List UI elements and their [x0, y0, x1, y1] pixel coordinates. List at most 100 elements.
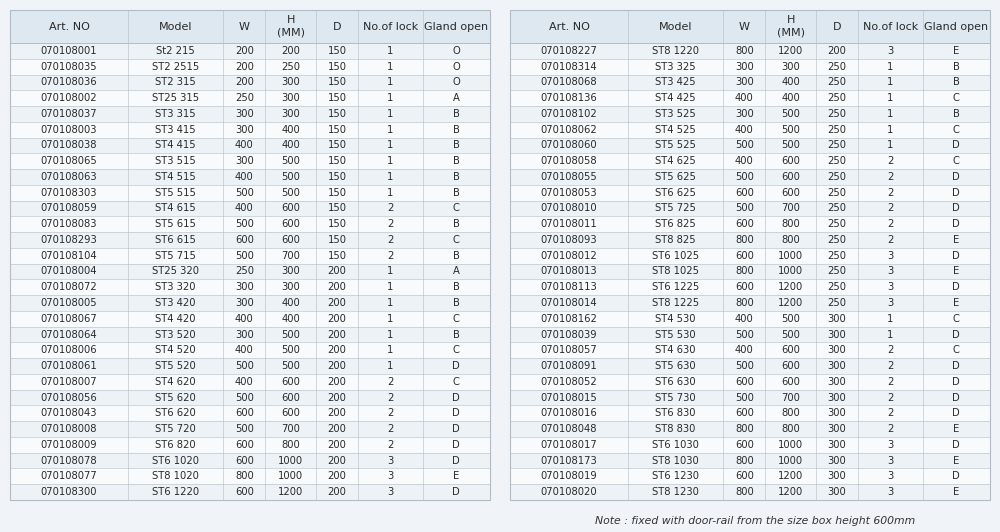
- Text: D: D: [952, 251, 960, 261]
- Text: 600: 600: [281, 219, 300, 229]
- Text: 500: 500: [735, 172, 754, 182]
- Text: 800: 800: [735, 487, 754, 497]
- Text: 300: 300: [735, 77, 754, 87]
- Text: B: B: [453, 156, 460, 166]
- Text: 3: 3: [887, 298, 893, 308]
- Text: D: D: [952, 471, 960, 481]
- Text: 300: 300: [235, 109, 254, 119]
- Text: ST4 415: ST4 415: [155, 140, 196, 151]
- Text: 070108010: 070108010: [541, 203, 597, 213]
- Text: 500: 500: [781, 109, 800, 119]
- Text: D: D: [452, 455, 460, 466]
- Bar: [510, 248, 990, 264]
- Bar: [510, 122, 990, 138]
- Text: 1200: 1200: [778, 46, 803, 56]
- Text: 1: 1: [387, 361, 394, 371]
- Text: 250: 250: [828, 93, 847, 103]
- Text: ST4 515: ST4 515: [155, 172, 196, 182]
- Text: 070108004: 070108004: [41, 267, 97, 277]
- Text: 070108314: 070108314: [541, 62, 597, 72]
- Text: 500: 500: [281, 329, 300, 339]
- Text: 500: 500: [781, 329, 800, 339]
- Text: E: E: [953, 267, 959, 277]
- Text: 250: 250: [828, 267, 847, 277]
- Text: 600: 600: [281, 235, 300, 245]
- Text: 2: 2: [387, 393, 394, 403]
- Text: 1: 1: [387, 329, 394, 339]
- Text: 400: 400: [281, 298, 300, 308]
- Text: ST5 730: ST5 730: [655, 393, 696, 403]
- Text: 300: 300: [235, 329, 254, 339]
- Text: 070108056: 070108056: [41, 393, 97, 403]
- Text: C: C: [453, 377, 460, 387]
- Text: 600: 600: [781, 361, 800, 371]
- Text: ST5 725: ST5 725: [655, 203, 696, 213]
- Text: 150: 150: [328, 235, 347, 245]
- Text: 300: 300: [828, 487, 846, 497]
- Text: 1: 1: [387, 156, 394, 166]
- Text: 2: 2: [387, 251, 394, 261]
- Text: 1: 1: [887, 314, 894, 324]
- Text: 700: 700: [781, 393, 800, 403]
- Text: D: D: [952, 377, 960, 387]
- Text: 070108057: 070108057: [541, 345, 597, 355]
- Text: 1200: 1200: [778, 487, 803, 497]
- Text: 1000: 1000: [778, 440, 803, 450]
- Bar: [510, 153, 990, 169]
- Text: 070108058: 070108058: [541, 156, 597, 166]
- Text: ST5 515: ST5 515: [155, 188, 196, 198]
- Text: 070108113: 070108113: [541, 282, 597, 292]
- Text: 2: 2: [887, 424, 894, 434]
- Text: 250: 250: [828, 156, 847, 166]
- Text: 300: 300: [235, 156, 254, 166]
- Text: 070108077: 070108077: [41, 471, 97, 481]
- Text: 600: 600: [235, 235, 254, 245]
- Text: ST5 525: ST5 525: [655, 140, 696, 151]
- Text: 070108067: 070108067: [41, 314, 97, 324]
- Bar: [10, 232, 490, 248]
- Text: 500: 500: [235, 219, 254, 229]
- Text: B: B: [453, 329, 460, 339]
- Text: 070108043: 070108043: [41, 409, 97, 418]
- Text: 150: 150: [328, 93, 347, 103]
- Bar: [10, 10, 490, 500]
- Text: 300: 300: [828, 345, 846, 355]
- Text: 1: 1: [387, 267, 394, 277]
- Text: D: D: [952, 219, 960, 229]
- Bar: [10, 421, 490, 437]
- Text: B: B: [453, 124, 460, 135]
- Text: ST6 615: ST6 615: [155, 235, 196, 245]
- Bar: [510, 453, 990, 469]
- Text: ST6 630: ST6 630: [655, 377, 696, 387]
- Text: 1: 1: [887, 62, 894, 72]
- Bar: [510, 10, 990, 500]
- Text: 300: 300: [828, 471, 846, 481]
- Text: 150: 150: [328, 109, 347, 119]
- Text: 1: 1: [387, 109, 394, 119]
- Text: Note : fixed with door-rail from the size box height 600mm: Note : fixed with door-rail from the siz…: [595, 516, 915, 526]
- Text: 200: 200: [235, 77, 254, 87]
- Text: 250: 250: [235, 267, 254, 277]
- Text: D: D: [952, 282, 960, 292]
- Text: 1: 1: [887, 329, 894, 339]
- Bar: [10, 138, 490, 153]
- Text: 250: 250: [828, 235, 847, 245]
- Text: 1: 1: [387, 124, 394, 135]
- Text: D: D: [952, 361, 960, 371]
- Text: 250: 250: [828, 109, 847, 119]
- Bar: [10, 10, 490, 43]
- Text: 2: 2: [887, 235, 894, 245]
- Bar: [510, 185, 990, 201]
- Text: H
(MM): H (MM): [277, 15, 305, 38]
- Text: 500: 500: [281, 188, 300, 198]
- Text: 070108017: 070108017: [541, 440, 597, 450]
- Text: 200: 200: [328, 329, 346, 339]
- Text: 070108005: 070108005: [41, 298, 97, 308]
- Text: 2: 2: [387, 440, 394, 450]
- Text: 300: 300: [828, 329, 846, 339]
- Text: 2: 2: [387, 424, 394, 434]
- Bar: [10, 374, 490, 389]
- Bar: [510, 74, 990, 90]
- Text: 150: 150: [328, 140, 347, 151]
- Bar: [510, 295, 990, 311]
